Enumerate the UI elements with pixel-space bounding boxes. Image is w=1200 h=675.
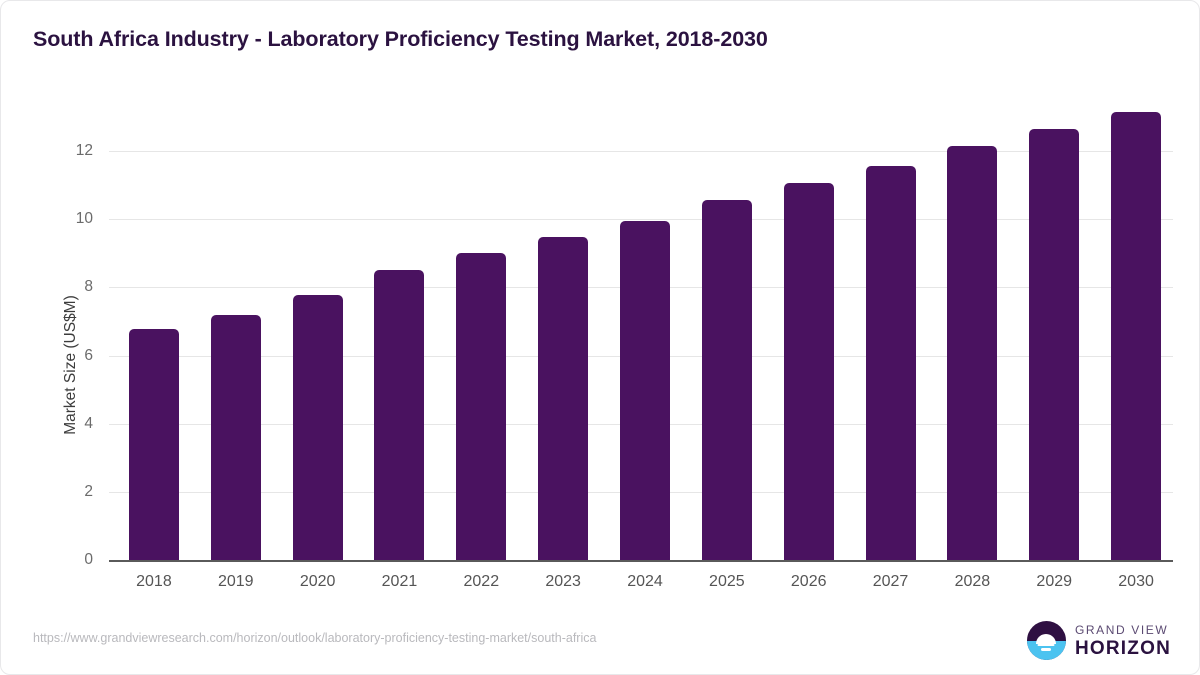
y-tick-label: 6 bbox=[84, 346, 93, 364]
source-url-text: https://www.grandviewresearch.com/horizo… bbox=[33, 631, 597, 645]
x-tick-label-2018: 2018 bbox=[136, 573, 172, 590]
y-tick-label: 4 bbox=[84, 414, 93, 432]
logo-ray-line-2 bbox=[1041, 648, 1052, 651]
brand-logo: GRAND VIEW HORIZON bbox=[1026, 621, 1171, 660]
x-tick-label-2028: 2028 bbox=[954, 573, 991, 590]
page-title: South Africa Industry - Laboratory Profi… bbox=[33, 27, 768, 51]
bar-2021[interactable] bbox=[374, 269, 425, 560]
bar-2018[interactable] bbox=[128, 328, 179, 560]
x-tick-label-2023: 2023 bbox=[545, 573, 581, 590]
y-tick-label: 2 bbox=[84, 482, 93, 500]
y-tick-label: 8 bbox=[84, 278, 93, 296]
bar-2019[interactable] bbox=[210, 314, 261, 560]
x-axis-line bbox=[109, 560, 1173, 562]
y-tick-label: 0 bbox=[84, 551, 93, 568]
x-tick-label-2025: 2025 bbox=[709, 573, 745, 590]
x-tick-label-2022: 2022 bbox=[463, 573, 500, 590]
logo-ray-line-1 bbox=[1037, 643, 1055, 647]
x-tick-label-2021: 2021 bbox=[381, 573, 418, 590]
bar-2022[interactable] bbox=[456, 252, 507, 560]
bar-2027[interactable] bbox=[865, 166, 916, 560]
bar-2020[interactable] bbox=[292, 294, 343, 560]
x-tick-label-2024: 2024 bbox=[627, 573, 663, 590]
bar-2024[interactable] bbox=[620, 220, 670, 560]
brand-logo-text: GRAND VIEW HORIZON bbox=[1075, 624, 1171, 658]
x-tick-label-2030: 2030 bbox=[1118, 573, 1154, 590]
bar-2023[interactable] bbox=[538, 236, 589, 560]
x-tick-label-2027: 2027 bbox=[872, 573, 909, 590]
gridline bbox=[109, 151, 1173, 152]
gridline bbox=[109, 219, 1173, 221]
brand-name-secondary: HORIZON bbox=[1074, 637, 1171, 659]
y-tick-label: 10 bbox=[75, 210, 93, 228]
bar-2030[interactable] bbox=[1111, 111, 1162, 560]
brand-name-primary: GRAND VIEW bbox=[1074, 622, 1169, 637]
logo-sun-shape bbox=[1036, 634, 1057, 645]
y-axis-title: Market Size (US$M) bbox=[62, 295, 79, 435]
x-tick-label-2029: 2029 bbox=[1036, 573, 1073, 590]
x-tick-label-2019: 2019 bbox=[217, 573, 254, 590]
grand-view-horizon-logo-icon bbox=[1026, 621, 1066, 660]
bar-2029[interactable] bbox=[1029, 128, 1080, 560]
bar-2026[interactable] bbox=[783, 183, 834, 560]
bar-2028[interactable] bbox=[947, 145, 998, 560]
y-tick-label: 12 bbox=[75, 142, 93, 159]
x-tick-label-2020: 2020 bbox=[299, 573, 336, 590]
bar-2025[interactable] bbox=[701, 200, 752, 560]
bars-layer bbox=[109, 111, 1173, 560]
x-tick-label-2026: 2026 bbox=[790, 573, 827, 590]
